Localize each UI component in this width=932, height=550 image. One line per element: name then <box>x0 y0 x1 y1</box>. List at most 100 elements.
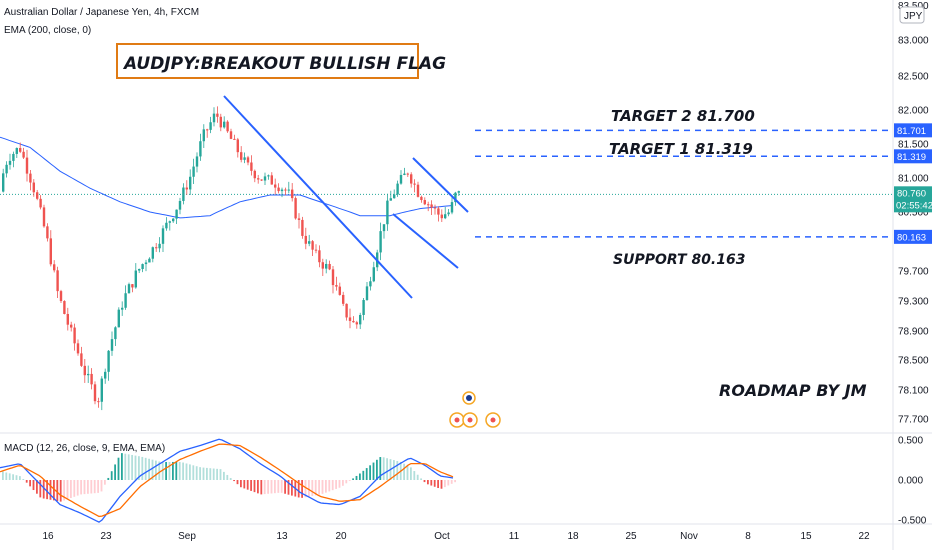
macd-histogram-bar <box>104 480 106 485</box>
macd-histogram-bar <box>2 471 4 480</box>
macd-histogram <box>2 453 456 502</box>
macd-histogram-bar <box>267 480 269 494</box>
macd-histogram-bar <box>80 480 82 495</box>
candle <box>410 172 413 188</box>
macd-histogram-bar <box>117 457 120 480</box>
candle <box>114 326 117 347</box>
macd-histogram-bar <box>396 460 399 480</box>
macd-histogram-bar <box>277 480 280 493</box>
event-dot-2 <box>467 417 473 423</box>
macd-histogram-bar <box>450 480 453 484</box>
svg-text:80.163: 80.163 <box>897 232 926 243</box>
candle <box>440 209 443 223</box>
candle <box>352 316 355 323</box>
candle <box>199 133 202 161</box>
macd-histogram-bar <box>46 480 48 500</box>
price-tick-label: 82.000 <box>898 106 929 117</box>
candle <box>165 217 168 231</box>
macd-histogram-bar <box>291 480 293 496</box>
candles <box>2 106 460 411</box>
candle <box>87 365 90 383</box>
macd-histogram-bar <box>270 480 273 494</box>
price-tick-label: 82.500 <box>898 72 929 83</box>
candle <box>168 220 171 231</box>
candle <box>406 172 409 177</box>
candle <box>369 276 372 291</box>
macd-histogram-bar <box>365 468 368 480</box>
macd-histogram-bar <box>121 453 123 480</box>
flag-lower-trendline[interactable] <box>392 213 459 269</box>
macd-histogram-bar <box>8 473 11 480</box>
candle <box>206 128 209 138</box>
candle <box>229 128 233 140</box>
target2-price-tag: 81.701 <box>894 123 932 138</box>
macd-histogram-bar <box>39 480 42 498</box>
time-tick-label: 8 <box>745 531 751 542</box>
macd-histogram-bar <box>22 478 25 480</box>
title-box[interactable] <box>116 43 419 79</box>
event-icons[interactable] <box>449 391 501 428</box>
macd-histogram-bar <box>138 456 140 480</box>
ema-legend[interactable]: EMA (200, close, 0) <box>4 25 91 36</box>
currency-badge[interactable] <box>899 6 925 24</box>
candle <box>56 266 59 298</box>
macd-histogram-bar <box>134 455 137 480</box>
macd-histogram-bar <box>32 480 35 491</box>
macd-histogram-bar <box>342 480 344 486</box>
candle <box>131 283 134 293</box>
candle <box>430 200 433 216</box>
currency-label: JPY <box>904 11 923 22</box>
candle <box>314 244 318 254</box>
candle <box>399 170 403 185</box>
macd-histogram-bar <box>110 471 113 480</box>
candle <box>447 209 450 217</box>
candle <box>66 307 69 331</box>
price-tick-label: 78.900 <box>898 327 929 338</box>
candle <box>382 224 386 239</box>
macd-histogram-bar <box>331 480 334 491</box>
macd-histogram-bar <box>226 474 229 480</box>
macd-histogram-bar <box>416 474 419 480</box>
candle <box>15 147 18 158</box>
macd-histogram-bar <box>42 480 45 499</box>
macd-histogram-bar <box>284 480 286 494</box>
candle <box>195 152 199 173</box>
candle <box>267 174 270 180</box>
macd-legend[interactable]: MACD (12, 26, close, 9, EMA, EMA) <box>4 443 165 454</box>
candle <box>202 124 205 148</box>
macd-histogram-bar <box>321 480 324 494</box>
target1-annotation[interactable]: TARGET 1 81.319 <box>609 140 753 158</box>
macd-histogram-bar <box>308 480 310 497</box>
event-dot-1 <box>454 417 460 423</box>
macd-histogram-bar <box>372 462 375 480</box>
price-axis-ticks[interactable]: 83.000 82.500 82.000 81.500 81.000 80.500 79.7… <box>898 36 929 426</box>
support-annotation[interactable]: SUPPORT 80.163 <box>613 252 745 268</box>
macd-histogram-bar <box>15 475 18 480</box>
signature-annotation[interactable]: ROADMAP BY JM <box>719 381 867 400</box>
candle <box>100 376 103 411</box>
target2-annotation[interactable]: TARGET 2 81.700 <box>611 107 755 125</box>
candle <box>362 298 365 321</box>
upper-trendline-pole[interactable] <box>223 95 413 299</box>
candle <box>416 181 420 198</box>
price-tick-label: 81.500 <box>898 140 929 151</box>
event-dot-3 <box>490 417 496 423</box>
macd-histogram-bar <box>202 467 205 480</box>
macd-histogram-bar <box>87 480 89 494</box>
candle <box>413 179 416 193</box>
macd-histogram-bar <box>189 464 191 480</box>
candle <box>134 263 137 289</box>
candle <box>226 120 229 133</box>
candle <box>42 204 46 228</box>
macd-histogram-bar <box>430 480 433 486</box>
candle <box>301 216 304 239</box>
time-tick-label: 15 <box>800 531 812 542</box>
time-axis-ticks[interactable]: 16 23 Sep 13 20 Oct 11 18 25 Nov 8 15 22 <box>42 531 870 542</box>
price-tick-label: 81.000 <box>898 174 929 185</box>
macd-histogram-bar <box>25 480 28 483</box>
candle <box>80 346 83 368</box>
symbol-legend[interactable]: Australian Dollar / Japanese Yen, 4h, FX… <box>4 7 199 18</box>
flag-upper-trendline[interactable] <box>412 157 469 213</box>
candle <box>270 172 273 185</box>
